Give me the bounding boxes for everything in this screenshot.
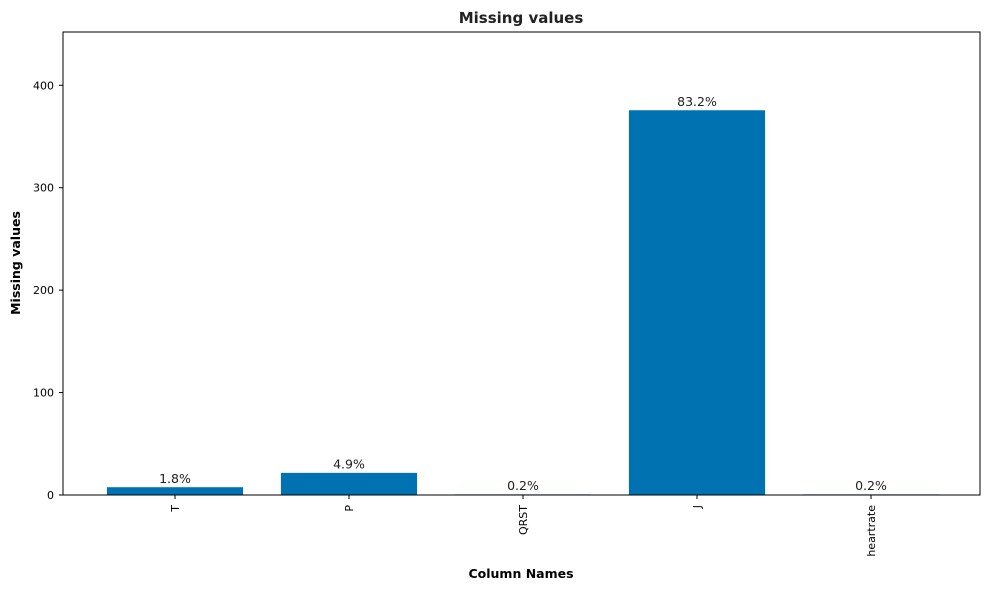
x-axis-label: Column Names: [468, 566, 573, 581]
bar-p: [280, 472, 418, 496]
data-label-j: 83.2%: [677, 94, 717, 109]
x-tick-label: P: [343, 505, 356, 512]
data-label-heartrate: 0.2%: [855, 478, 887, 493]
data-label-qrst: 0.2%: [507, 478, 539, 493]
x-tick-label: heartrate: [865, 505, 878, 557]
bars-layer: [106, 109, 940, 496]
y-tick-label: 400: [33, 79, 54, 92]
y-axis-ticks: 0 100 200 300 400: [33, 79, 63, 502]
x-tick-label: J: [691, 505, 704, 509]
data-label-p: 4.9%: [333, 456, 365, 471]
y-tick-label: 200: [33, 284, 54, 297]
data-label-t: 1.8%: [159, 471, 191, 486]
bar-j: [628, 109, 766, 496]
data-labels-layer: 1.8% 4.9% 0.2% 83.2% 0.2%: [159, 94, 887, 493]
x-tick-label: QRST: [517, 505, 530, 535]
y-tick-label: 300: [33, 182, 54, 195]
x-tick-label: T: [169, 505, 182, 513]
y-tick-label: 100: [33, 387, 54, 400]
y-tick-label: 0: [47, 489, 54, 502]
y-axis-label: Missing values: [8, 211, 23, 315]
chart-title: Missing values: [459, 9, 584, 27]
plot-frame: [62, 31, 981, 496]
bar-t: [106, 486, 244, 496]
